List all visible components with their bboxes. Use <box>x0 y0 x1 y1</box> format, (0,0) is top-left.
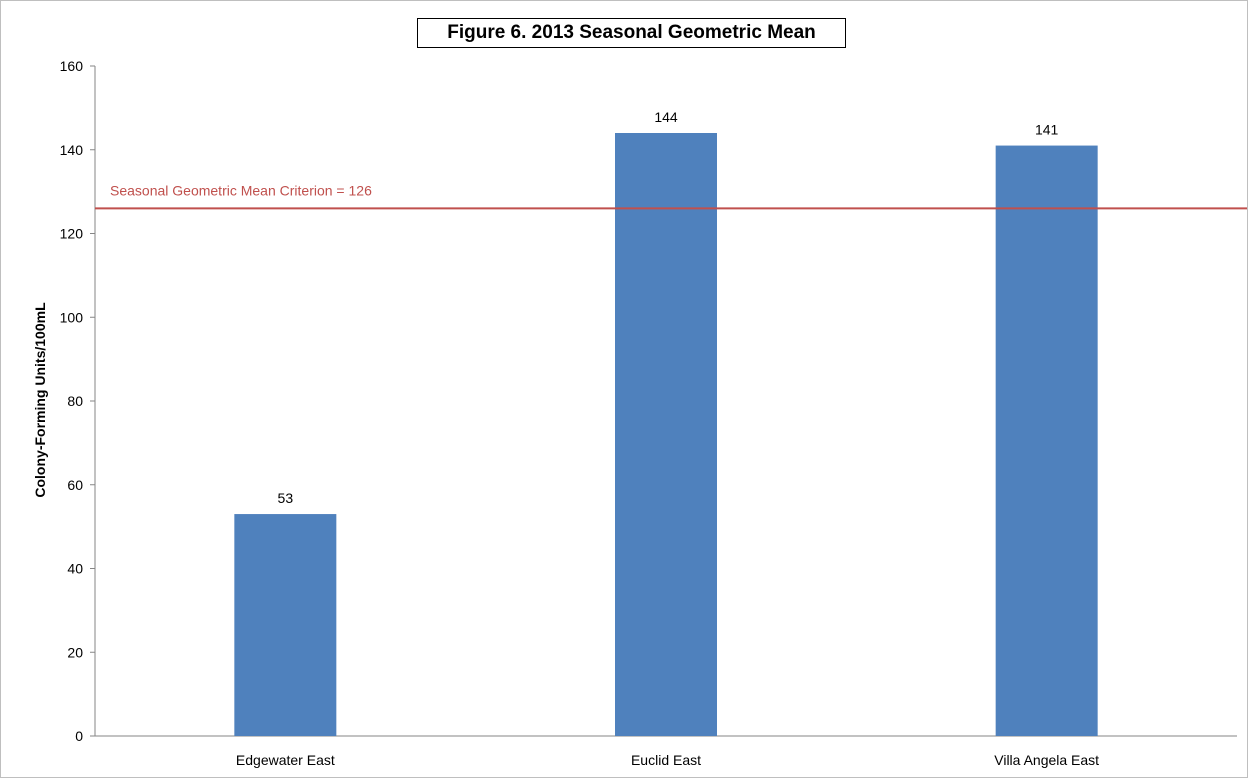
bar <box>995 145 1098 736</box>
y-tick-label: 20 <box>67 644 83 660</box>
chart-title: Figure 6. 2013 Seasonal Geometric Mean <box>417 18 846 48</box>
data-label: 141 <box>1035 122 1059 138</box>
x-tick-label: Edgewater East <box>236 752 335 768</box>
y-tick-label: 0 <box>75 728 83 744</box>
x-tick-label: Villa Angela East <box>994 752 1099 768</box>
y-tick-label: 140 <box>60 142 84 158</box>
bar <box>234 514 337 736</box>
criterion-label: Seasonal Geometric Mean Criterion = 126 <box>110 182 372 198</box>
x-tick-label: Euclid East <box>631 752 701 768</box>
data-label: 144 <box>654 109 678 125</box>
y-tick-label: 60 <box>67 477 83 493</box>
bar <box>615 133 717 736</box>
y-tick-label: 80 <box>67 393 83 409</box>
y-tick-label: 120 <box>60 226 84 242</box>
y-tick-label: 40 <box>67 561 83 577</box>
data-label: 53 <box>278 490 294 506</box>
y-tick-label: 160 <box>60 58 84 74</box>
y-tick-label: 100 <box>60 309 84 325</box>
